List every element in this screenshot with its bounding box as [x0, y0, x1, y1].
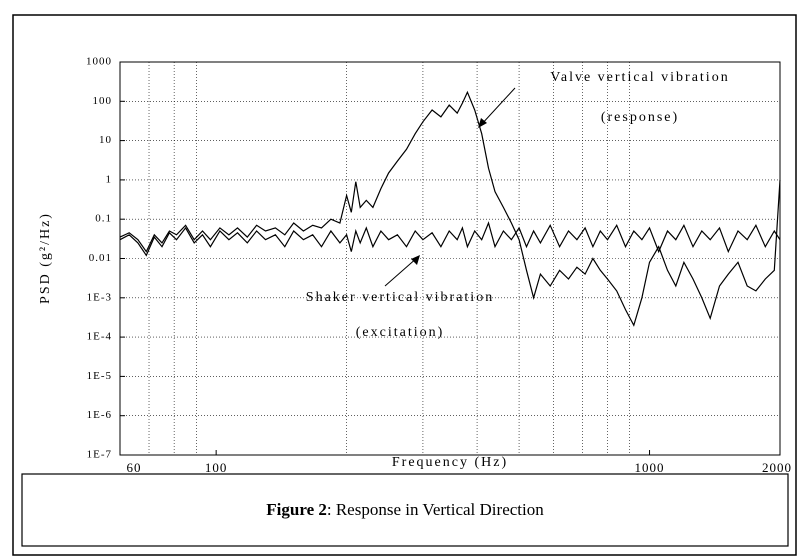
outer-border	[12, 14, 797, 556]
series-line	[119, 90, 781, 327]
arrowhead	[411, 255, 420, 265]
x-tick-label: 100	[205, 460, 228, 475]
caption-label: Figure 2	[266, 500, 327, 519]
arrow	[479, 87, 516, 127]
x-tick-label: 2000	[762, 460, 792, 475]
y-tick-label: 1E-4	[87, 331, 112, 343]
annotation: (response)	[601, 110, 679, 125]
x-tick-label: 60	[127, 460, 142, 475]
caption: Figure 2: Response in Vertical Direction	[266, 500, 544, 519]
y-tick-label: 0.01	[89, 252, 112, 264]
y-tick-label: 1E-3	[87, 291, 112, 303]
series-line	[119, 221, 781, 257]
y-tick-label: 1E-7	[87, 449, 112, 461]
y-tick-label: 1000	[86, 56, 112, 68]
annotation: Valve vertical vibration	[550, 70, 729, 85]
y-tick-label: 1	[106, 173, 113, 185]
y-axis-label: PSD (g²/Hz)	[38, 212, 53, 304]
x-tick-label: 1000	[635, 460, 665, 475]
caption-text: : Response in Vertical Direction	[327, 500, 544, 519]
arrow	[384, 256, 419, 287]
plot-frame	[119, 61, 781, 456]
x-axis-label: Frequency (Hz)	[392, 455, 508, 470]
caption-box	[21, 473, 789, 547]
arrowhead	[478, 118, 487, 128]
y-tick-label: 100	[93, 95, 113, 107]
y-tick-label: 1E-6	[87, 409, 112, 421]
y-tick-label: 1E-5	[87, 370, 112, 382]
annotation: (excitation)	[356, 325, 445, 340]
y-tick-label: 10	[99, 134, 112, 146]
annotation: Shaker vertical vibration	[306, 290, 494, 305]
y-tick-label: 0.1	[95, 213, 112, 225]
